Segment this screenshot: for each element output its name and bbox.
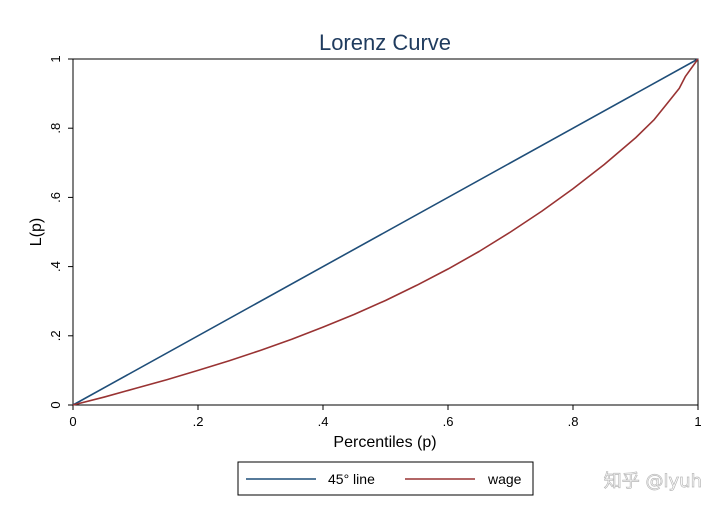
watermark: 知乎 @lyuh [604,471,702,492]
x-tick-label: 1 [694,414,701,429]
y-tick-label: .6 [48,192,63,203]
x-tick-label: .4 [318,414,329,429]
series-line-0 [72,58,699,406]
x-axis-label: Percentiles (p) [333,434,436,451]
y-tick-label: .2 [48,330,63,341]
y-axis: 0 .2 .4 .6 .8 1 [48,55,73,409]
y-tick-label: 1 [48,55,63,62]
x-tick-label: 0 [69,414,76,429]
series-layer [72,58,699,406]
series-line-1 [72,58,699,406]
x-tick-label: .2 [193,414,204,429]
x-axis: 0 .2 .4 .6 .8 1 [69,405,702,429]
legend-label-1: wage [487,471,522,487]
legend: 45° line wage [237,461,534,496]
legend-label-0: 45° line [328,471,375,487]
chart-title: Lorenz Curve [319,30,451,55]
y-tick-label: .8 [48,123,63,134]
y-tick-label: 0 [48,401,63,408]
y-axis-label: L(p) [28,218,45,246]
x-tick-label: .8 [568,414,579,429]
x-tick-label: .6 [443,414,454,429]
y-tick-label: .4 [48,261,63,272]
